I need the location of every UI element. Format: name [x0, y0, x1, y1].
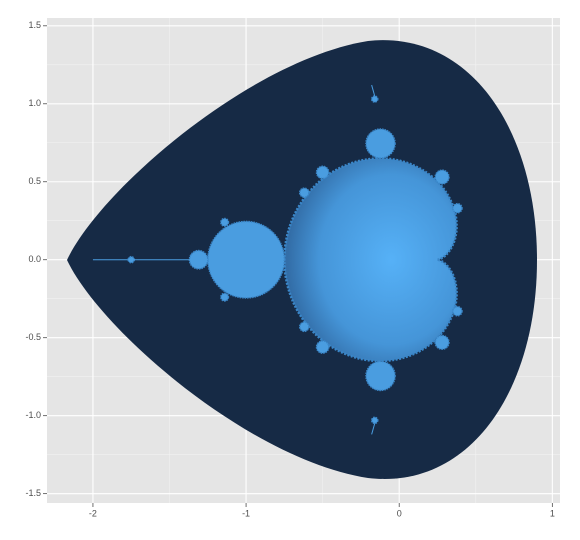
bulb	[434, 334, 450, 351]
axes: -2 -1 0 1 -1.5 -1.0 -0.5 0.0 0.5 1.0 1.5	[25, 20, 554, 518]
y-tick-label: 0.5	[28, 176, 41, 186]
y-tick-label: -0.5	[25, 332, 41, 342]
bulb	[207, 220, 286, 299]
bulb	[298, 187, 310, 199]
antenna	[371, 423, 376, 435]
y-tick-label: -1.5	[25, 488, 41, 498]
y-tick-label: 0.0	[28, 254, 41, 264]
bulb	[370, 95, 379, 103]
bulb	[365, 360, 396, 392]
bulb	[315, 165, 330, 180]
antenna	[371, 84, 376, 97]
x-tick-label: -2	[89, 508, 97, 518]
bulb	[370, 416, 379, 425]
x-tick-label: 1	[550, 508, 555, 518]
bulb	[452, 305, 463, 317]
bulb	[315, 340, 330, 354]
bulb	[298, 321, 310, 333]
mandelbrot-set	[92, 84, 463, 435]
bulb	[220, 217, 230, 227]
bulb	[365, 128, 396, 159]
bulb	[220, 292, 230, 302]
y-tick-label: 1.5	[28, 20, 41, 30]
bulb	[452, 202, 463, 214]
x-tick-label: -1	[242, 508, 250, 518]
y-tick-label: 1.0	[28, 98, 41, 108]
y-tick-label: -1.0	[25, 410, 41, 420]
x-tick-label: 0	[397, 508, 402, 518]
bulb	[434, 169, 450, 185]
